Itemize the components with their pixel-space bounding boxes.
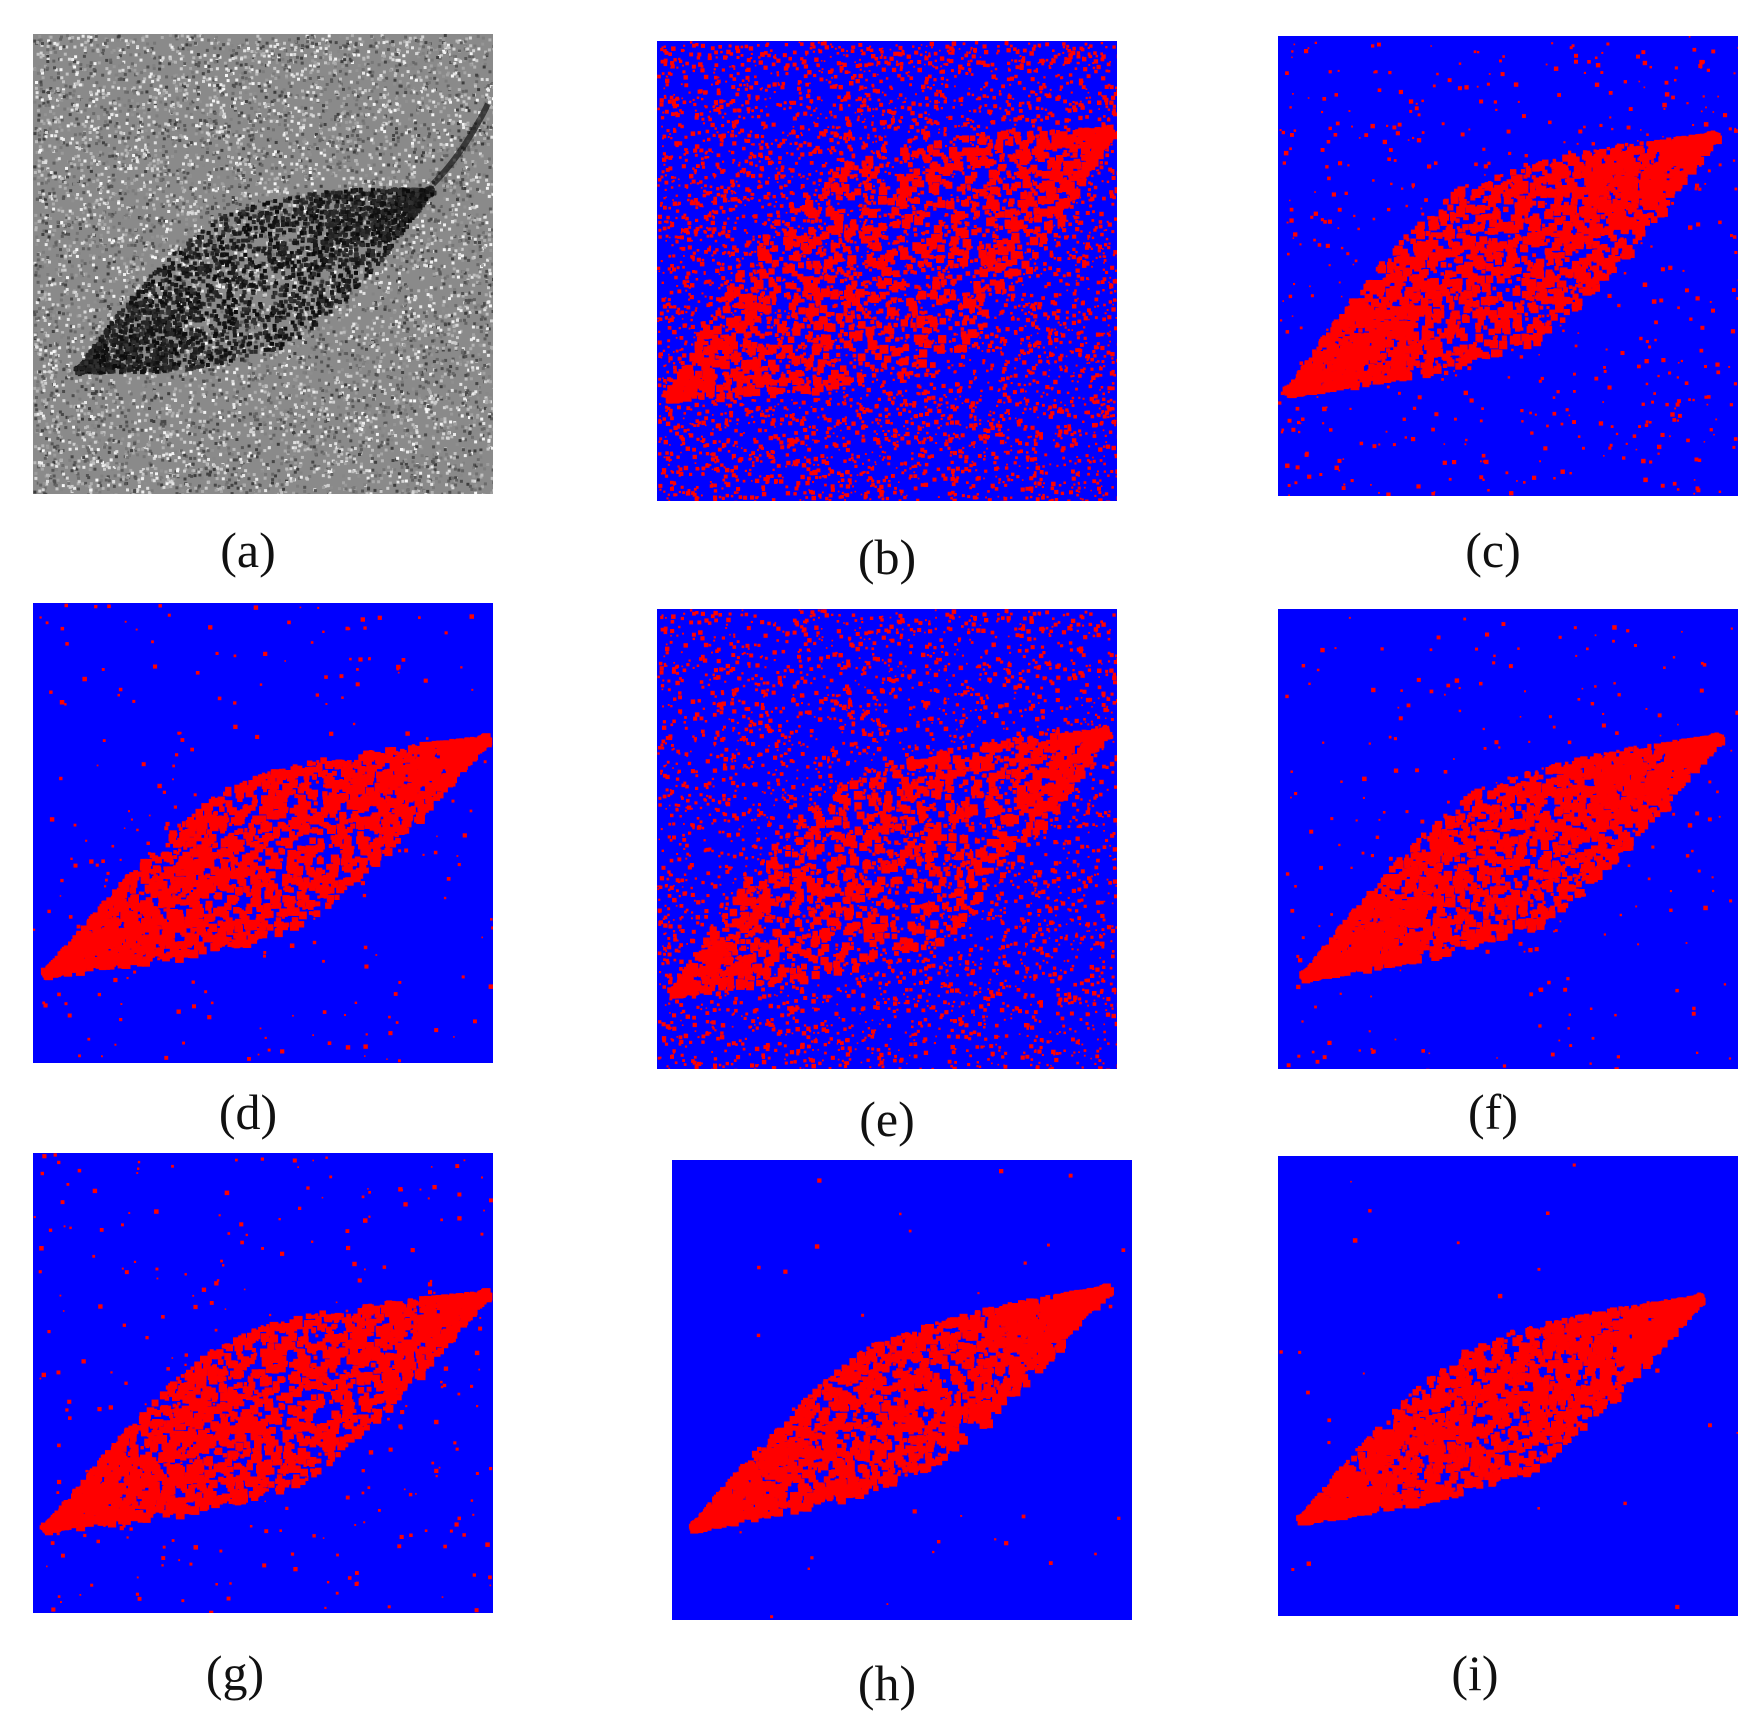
panel-g-svg <box>33 1153 493 1613</box>
panel-i-svg <box>1278 1156 1738 1616</box>
panel-g-segmentation <box>33 1153 493 1613</box>
caption-h: (h) <box>787 1653 987 1713</box>
panel-h-segmentation <box>672 1160 1132 1620</box>
caption-e: (e) <box>787 1089 987 1149</box>
panel-f-svg <box>1278 609 1738 1069</box>
panel-i-segmentation <box>1278 1156 1738 1616</box>
caption-f: (f) <box>1393 1082 1593 1142</box>
panel-a-svg <box>33 34 493 494</box>
caption-d: (d) <box>148 1082 348 1142</box>
panel-a-sar-image <box>33 34 493 494</box>
panel-b-segmentation <box>657 41 1117 501</box>
panel-e-svg <box>657 609 1117 1069</box>
caption-a: (a) <box>148 520 348 580</box>
caption-c: (c) <box>1393 520 1593 580</box>
panel-e-segmentation <box>657 609 1117 1069</box>
panel-b-svg <box>657 41 1117 501</box>
panel-d-svg <box>33 603 493 1063</box>
caption-i: (i) <box>1375 1643 1575 1703</box>
panel-f-segmentation <box>1278 609 1738 1069</box>
panel-c-svg <box>1278 36 1738 496</box>
panel-d-segmentation <box>33 603 493 1063</box>
caption-g: (g) <box>135 1643 335 1703</box>
panel-h-svg <box>672 1160 1132 1620</box>
caption-b: (b) <box>787 527 987 587</box>
panel-c-segmentation <box>1278 36 1738 496</box>
